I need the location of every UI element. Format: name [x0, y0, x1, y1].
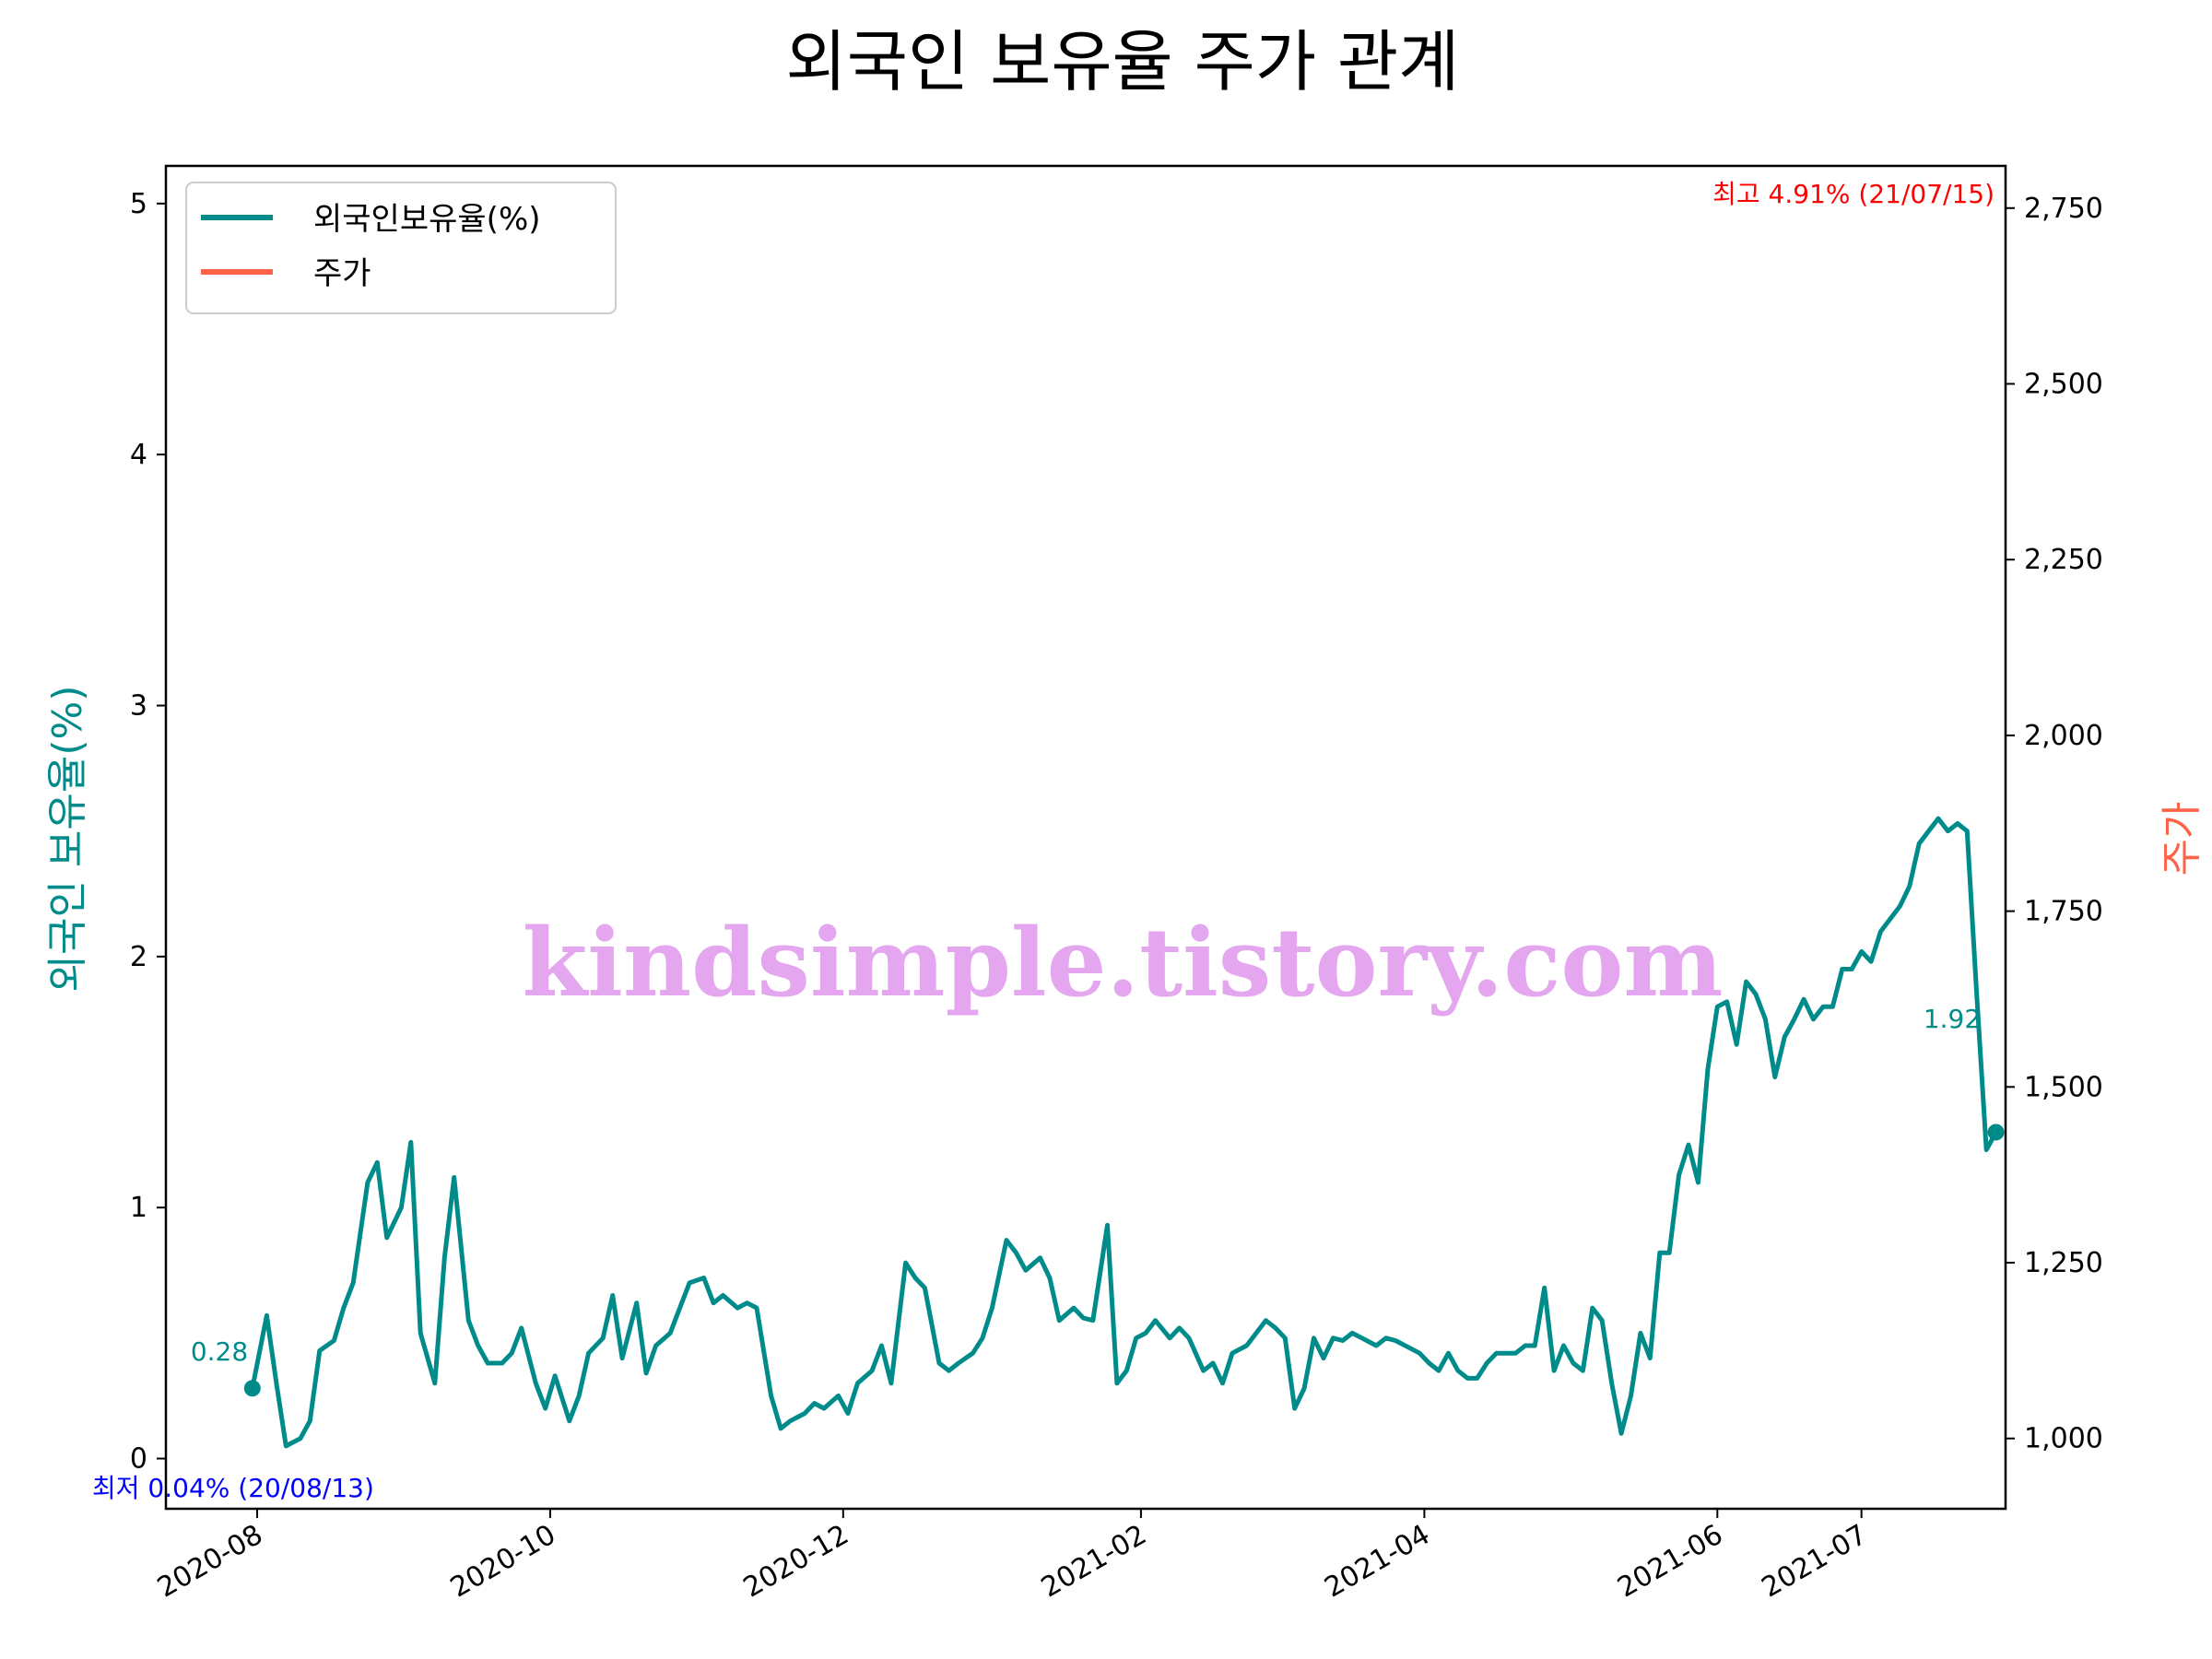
x-tick-label: 2021-02 [1036, 1519, 1152, 1605]
plot-frame [164, 164, 2007, 1511]
y-right-tick-label: 1,750 [2024, 896, 2103, 928]
x-axis: 2020-08 2020-10 2020-12 2021-02 2021-04 2021-… [152, 1509, 1873, 1605]
y-axis-left-label: 외국인 보유율(%) [44, 685, 91, 992]
x-tick-label: 2021-06 [1612, 1519, 1728, 1605]
y-axis-right: 1,000 1,250 1,500 1,750 2,000 2,250 2,500 2,750 [2006, 193, 2103, 1455]
legend-label-foreign-ratio: 외국인보유율(%) [313, 201, 541, 238]
y-left-tick-label: 2 [130, 941, 147, 973]
y-left-tick-label: 0 [130, 1443, 147, 1476]
marker-layer [243, 1124, 2005, 1397]
series-layer [250, 816, 1999, 1449]
watermark-text: kindsimple.tistory.com [523, 908, 1724, 1018]
x-tick-label: 2020-12 [738, 1519, 854, 1605]
y-axis-right-label: 주가 [2159, 802, 2206, 877]
y-right-tick-label: 2,000 [2024, 720, 2103, 752]
series-line-foreign-ratio [250, 816, 1999, 1449]
legend-label-stock-price: 주가 [313, 255, 371, 292]
annotation-max: 최고 4.91% (21/07/15) [1712, 179, 1994, 209]
y-right-tick-label: 1,000 [2024, 1423, 2103, 1455]
y-right-tick-label: 1,250 [2024, 1247, 2103, 1279]
x-tick-label: 2020-10 [445, 1519, 561, 1605]
legend: 외국인보유율(%) 주가 [185, 182, 617, 314]
y-left-tick-label: 3 [130, 690, 147, 723]
y-right-tick-label: 2,500 [2024, 368, 2103, 400]
y-left-tick-label: 1 [130, 1192, 147, 1224]
legend-frame [185, 182, 617, 314]
x-tick-label: 2021-07 [1757, 1519, 1873, 1605]
y-left-tick-label: 4 [130, 439, 147, 471]
y-right-tick-label: 2,750 [2024, 193, 2103, 225]
marker-start-point [243, 1380, 261, 1397]
y-axis-left: 0 1 2 3 4 5 [130, 188, 166, 1476]
marker-end-point [1987, 1124, 2005, 1141]
y-right-tick-label: 1,500 [2024, 1071, 2103, 1103]
x-tick-label: 2021-04 [1319, 1519, 1435, 1605]
plot-area [164, 164, 2007, 1511]
annotation-end-value: 1.92 [1924, 1004, 1981, 1034]
annotation-min: 최저 0.04% (20/08/13) [92, 1473, 374, 1503]
y-left-tick-label: 5 [130, 188, 147, 220]
annotation-start-value: 0.28 [191, 1336, 248, 1367]
x-tick-label: 2020-08 [152, 1519, 268, 1605]
y-right-tick-label: 2,250 [2024, 544, 2103, 576]
chart-title: 외국인 보유율 주가 관계 [785, 23, 1459, 100]
